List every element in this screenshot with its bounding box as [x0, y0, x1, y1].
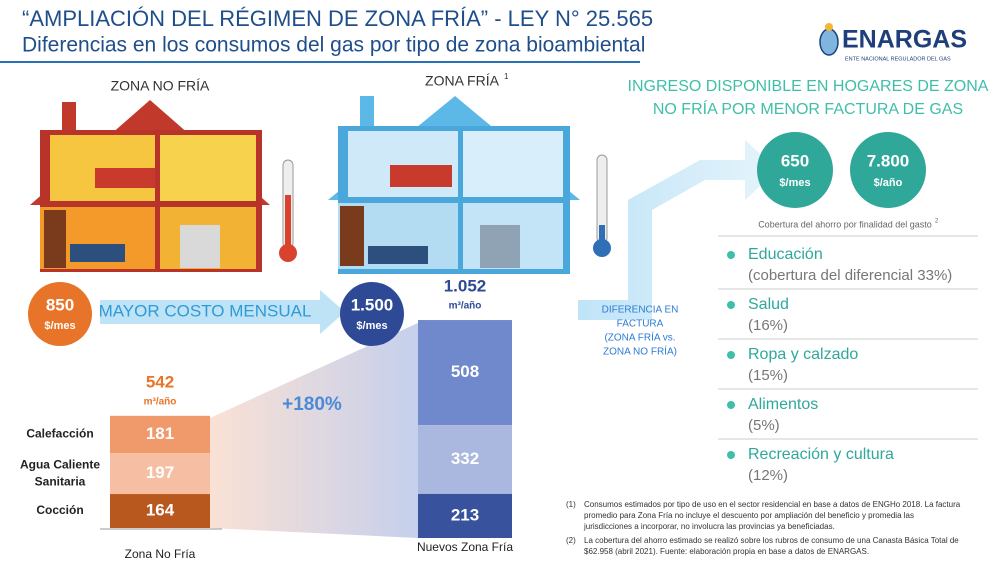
income-heading: INGRESO DISPONIBLE EN HOGARES DE ZONA	[628, 78, 989, 95]
house-warm	[30, 100, 270, 272]
bar-unit: m³/año	[449, 301, 482, 312]
logo-emblem	[819, 23, 839, 56]
bullet	[727, 301, 735, 309]
house-cold	[328, 96, 580, 274]
cost-value: 850	[46, 295, 74, 314]
flow-arrow	[578, 140, 778, 320]
bar-name: Zona No Fría	[125, 547, 196, 561]
difference-text: DIFERENCIA EN	[602, 305, 679, 316]
bullet	[727, 451, 735, 459]
bar-total: 542	[146, 372, 174, 391]
item-name: Recreación y cultura	[748, 446, 894, 463]
segment-name: Calefacción	[26, 427, 93, 441]
bar-segment	[110, 415, 210, 454]
zone-label: ZONA NO FRÍA	[111, 78, 210, 94]
segment-label: 164	[146, 501, 175, 520]
cost-circle	[28, 282, 92, 346]
item-detail: (15%)	[748, 367, 788, 384]
item-detail: (cobertura del diferencial 33%)	[748, 267, 952, 284]
income-unit: $/mes	[779, 177, 810, 189]
bullet	[727, 251, 735, 259]
coverage-text: Cobertura del ahorro por finalidad del g…	[758, 219, 932, 229]
cost-unit: $/mes	[44, 320, 75, 332]
bar-segment	[418, 425, 512, 494]
income-value: 650	[781, 151, 809, 170]
segment-name: Sanitaria	[35, 474, 86, 488]
item-name: Ropa y calzado	[748, 346, 858, 363]
footnote-text: $62.958 (abril 2021). Fuente: elaboració…	[584, 547, 869, 556]
segment-name: Cocción	[36, 503, 83, 517]
bar-segment	[418, 320, 512, 426]
logo-sub: ENTE NACIONAL REGULADOR DEL GAS	[845, 56, 951, 62]
item-detail: (12%)	[748, 467, 788, 484]
arrow-label: MAYOR COSTO MENSUAL	[99, 301, 312, 320]
bar-total: 1.052	[444, 277, 487, 296]
footnote-mark: (1)	[566, 500, 576, 509]
income-circle	[757, 132, 833, 208]
bullet	[727, 401, 735, 409]
title: “AMPLIACIÓN DEL RÉGIMEN DE ZONA FRÍA” - …	[22, 6, 653, 31]
cost-unit: $/mes	[356, 320, 387, 332]
footnote-text: La cobertura del ahorro estimado se real…	[584, 536, 959, 545]
thermometers	[279, 154, 611, 262]
footnote-text: Consumos estimados por tipo de uso en el…	[584, 500, 961, 509]
footnote-ref: 2	[935, 219, 939, 225]
item-name: Salud	[748, 296, 789, 313]
cost-circle	[340, 282, 404, 346]
segment-label: 332	[451, 449, 479, 468]
segment-label: 197	[146, 463, 174, 482]
increase-band	[210, 323, 418, 538]
bar-unit: m³/año	[144, 396, 177, 407]
item-detail: (5%)	[748, 417, 780, 434]
income-heading: NO FRÍA POR MENOR FACTURA DE GAS	[653, 99, 963, 118]
difference-text: (ZONA FRÍA vs.	[604, 331, 675, 344]
income-value: 7.800	[867, 151, 910, 170]
segment-label: 213	[451, 505, 479, 524]
segment-name: Agua Caliente	[20, 457, 100, 471]
item-name: Educación	[748, 246, 823, 263]
segment-label: 181	[146, 424, 174, 443]
bar-segment	[418, 493, 512, 538]
item-detail: (16%)	[748, 317, 788, 334]
bar-segment	[110, 494, 210, 528]
footnote-mark: (2)	[566, 536, 576, 545]
footnote-ref: 1	[504, 72, 509, 81]
footnote-text: promedio para Zona Fría no incluye el de…	[584, 511, 914, 520]
bullet	[727, 351, 735, 359]
increase: +180%	[282, 394, 342, 415]
footnote-text: jurisdicciones a incorporar, no involucr…	[583, 522, 835, 531]
cost-value: 1.500	[351, 295, 394, 314]
difference-text: ZONA NO FRÍA)	[603, 345, 677, 358]
item-name: Alimentos	[748, 396, 818, 413]
difference-text: FACTURA	[617, 319, 664, 330]
logo: ENARGAS	[842, 26, 967, 54]
bar-name: Nuevos Zona Fría	[417, 540, 513, 554]
cost-arrow	[100, 290, 345, 334]
income-circle	[850, 132, 926, 208]
segment-label: 508	[451, 362, 479, 381]
subtitle: Diferencias en los consumos del gas por …	[22, 34, 645, 57]
income-unit: $/año	[874, 177, 903, 189]
zone-label: ZONA FRÍA	[425, 73, 500, 89]
bar-segment	[110, 453, 210, 495]
